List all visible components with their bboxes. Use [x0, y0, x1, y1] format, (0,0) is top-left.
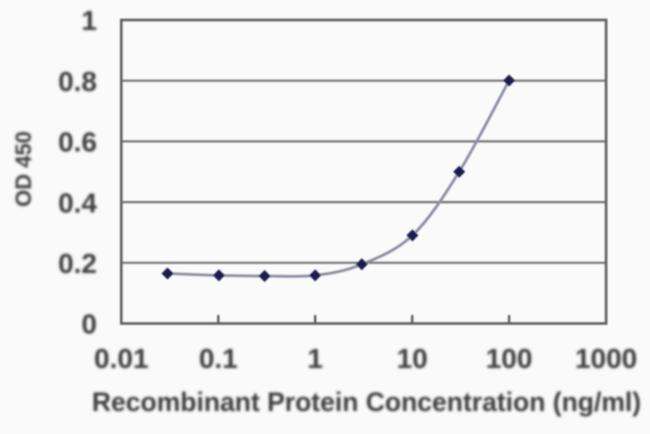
svg-text:1: 1	[81, 5, 97, 36]
svg-text:0.6: 0.6	[58, 127, 97, 158]
svg-text:OD 450: OD 450	[11, 131, 36, 207]
svg-text:0.8: 0.8	[58, 66, 97, 97]
svg-text:0.1: 0.1	[199, 343, 238, 374]
svg-text:100: 100	[486, 343, 533, 374]
svg-text:1000: 1000	[575, 343, 637, 374]
svg-text:0.4: 0.4	[58, 187, 97, 218]
svg-text:0: 0	[81, 309, 97, 340]
svg-text:1: 1	[307, 343, 323, 374]
svg-text:10: 10	[397, 343, 428, 374]
svg-text:0.01: 0.01	[94, 343, 149, 374]
svg-text:0.2: 0.2	[58, 248, 97, 279]
svg-text:Recombinant Protein Concentrat: Recombinant Protein Concentration (ng/ml…	[92, 387, 641, 417]
